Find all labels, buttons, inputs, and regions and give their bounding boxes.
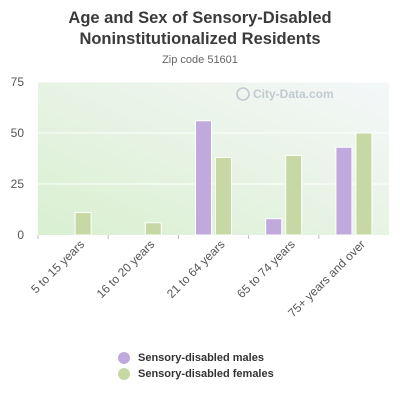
- chart-title-line-2: Noninstitutionalized Residents: [79, 30, 321, 48]
- bar-males: [265, 218, 283, 236]
- gridlines: [38, 81, 389, 185]
- legend-item-males: Sensory-disabled males: [118, 350, 274, 366]
- watermark-text: City-Data.com: [253, 87, 334, 101]
- x-axis: 5 to 15 years 16 to 20 years 21 to 64 year…: [28, 235, 368, 320]
- bar-females: [285, 154, 303, 236]
- bar-females: [74, 212, 92, 236]
- chart-title-line-1: Age and Sex of Sensory-Disabled: [68, 9, 332, 27]
- y-tick-label: 25: [11, 177, 25, 191]
- legend-label-females: Sensory-disabled females: [138, 368, 274, 380]
- legend-label-males: Sensory-disabled males: [138, 352, 264, 364]
- magnifier-icon: [236, 87, 250, 101]
- y-axis: 0 25 50 75: [11, 75, 25, 242]
- y-tick-label: 75: [11, 75, 25, 89]
- legend-swatch-males: [118, 352, 130, 364]
- legend-swatch-females: [118, 368, 130, 380]
- bar-males: [195, 120, 212, 236]
- x-tick-label: 16 to 20 years: [94, 237, 158, 301]
- x-tick-label: 65 to 74 years: [234, 237, 298, 301]
- y-tick-label: 0: [17, 228, 24, 242]
- y-tick-label: 50: [11, 126, 25, 140]
- chart-subtitle: Zip code 51601: [162, 54, 238, 66]
- bar-females: [144, 222, 162, 236]
- plot-area: [38, 82, 389, 235]
- legend-item-females: Sensory-disabled females: [118, 366, 274, 382]
- x-tick-label: 5 to 15 years: [28, 237, 87, 296]
- watermark: City-Data.com: [236, 87, 334, 101]
- bar-males: [335, 146, 353, 236]
- x-tick-label: 21 to 64 years: [164, 237, 228, 301]
- bars: [74, 120, 373, 236]
- legend: Sensory-disabled males Sensory-disabled …: [118, 350, 274, 382]
- chart-title: Age and Sex of Sensory-Disabled Noninsti…: [0, 8, 400, 50]
- bar-females: [355, 132, 373, 236]
- x-tick-label: 75+ years and over: [285, 237, 368, 320]
- bar-females: [215, 156, 232, 236]
